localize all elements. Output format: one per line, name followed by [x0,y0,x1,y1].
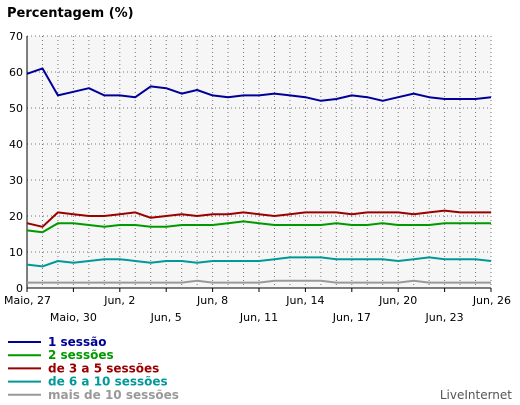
y-tick-label: 60 [9,66,23,79]
y-tick-label: 0 [16,282,23,295]
x-tick-label: Jun, 20 [378,294,417,307]
legend-label: de 6 a 10 sessões [48,375,168,389]
plot-background [27,36,491,288]
x-tick-label: Jun, 8 [196,294,228,307]
series-line-4 [26,256,492,268]
x-tick-label: Maio, 27 [4,294,51,307]
series-line-3 [26,209,491,228]
legend-label: mais de 10 sessões [48,388,179,402]
legend-label: de 3 a 5 sessões [48,361,159,375]
y-tick-label: 10 [9,246,23,259]
x-tick-label: Jun, 17 [332,311,371,324]
x-tick-label: Jun, 14 [285,294,324,307]
legend-label: 1 sessão [48,335,106,349]
y-tick-label: 30 [9,174,23,187]
x-tick-label: Jun, 23 [425,311,464,324]
y-tick-label: 70 [9,30,23,43]
x-tick-label: Jun, 2 [103,294,135,307]
x-tick-label: Jun, 5 [150,311,182,324]
series-line-1 [26,67,492,102]
y-tick-label: 20 [9,210,23,223]
x-tick-label: Jun, 11 [239,311,278,324]
y-tick-label: 40 [9,138,23,151]
y-tick-label: 50 [9,102,23,115]
chart-title: Percentagem (%) [7,6,134,21]
x-tick-label: Maio, 30 [50,311,97,324]
series-line-2 [26,220,491,234]
legend-label: 2 sessões [48,348,114,362]
series-line-5 [27,279,491,284]
x-tick-label: Jun, 26 [472,294,511,307]
brand-label: LiveInternet [440,388,512,402]
plot-area: 0 10 20 30 40 50 60 70 Maio, 27 Jun, 2 Jun, 8 Jun, … [4,30,511,324]
